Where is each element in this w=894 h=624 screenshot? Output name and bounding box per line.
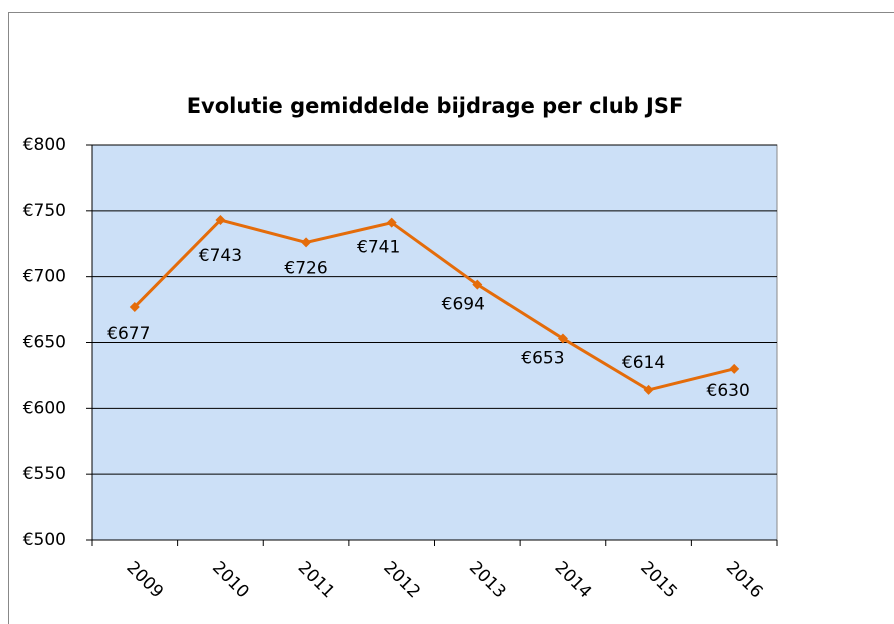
data-label: €726 [284,258,327,278]
point [557,333,568,344]
data-label: €677 [107,324,150,344]
line [133,218,735,392]
y-tick-label: €500 [23,530,66,550]
data-label: €741 [357,238,400,258]
y-tick-label: €700 [23,267,66,287]
point [643,384,654,395]
y-tick-label: €600 [23,398,66,418]
data-label: €694 [442,295,485,315]
y-tick-label: €800 [23,135,66,155]
chart-title: Evolutie gemiddelde bijdrage per club JS… [187,94,684,118]
point [386,217,397,228]
point [129,301,140,312]
point [215,215,226,226]
data-label: €743 [199,246,242,266]
point [472,279,483,290]
y-tick-label: €650 [23,333,66,353]
data-label: €653 [521,349,564,369]
y-tick-label: €550 [23,464,66,484]
y-tick-label: €750 [23,201,66,221]
data-label: €630 [707,381,750,401]
data-label: €614 [622,353,665,373]
point [729,363,740,374]
point [301,237,312,248]
